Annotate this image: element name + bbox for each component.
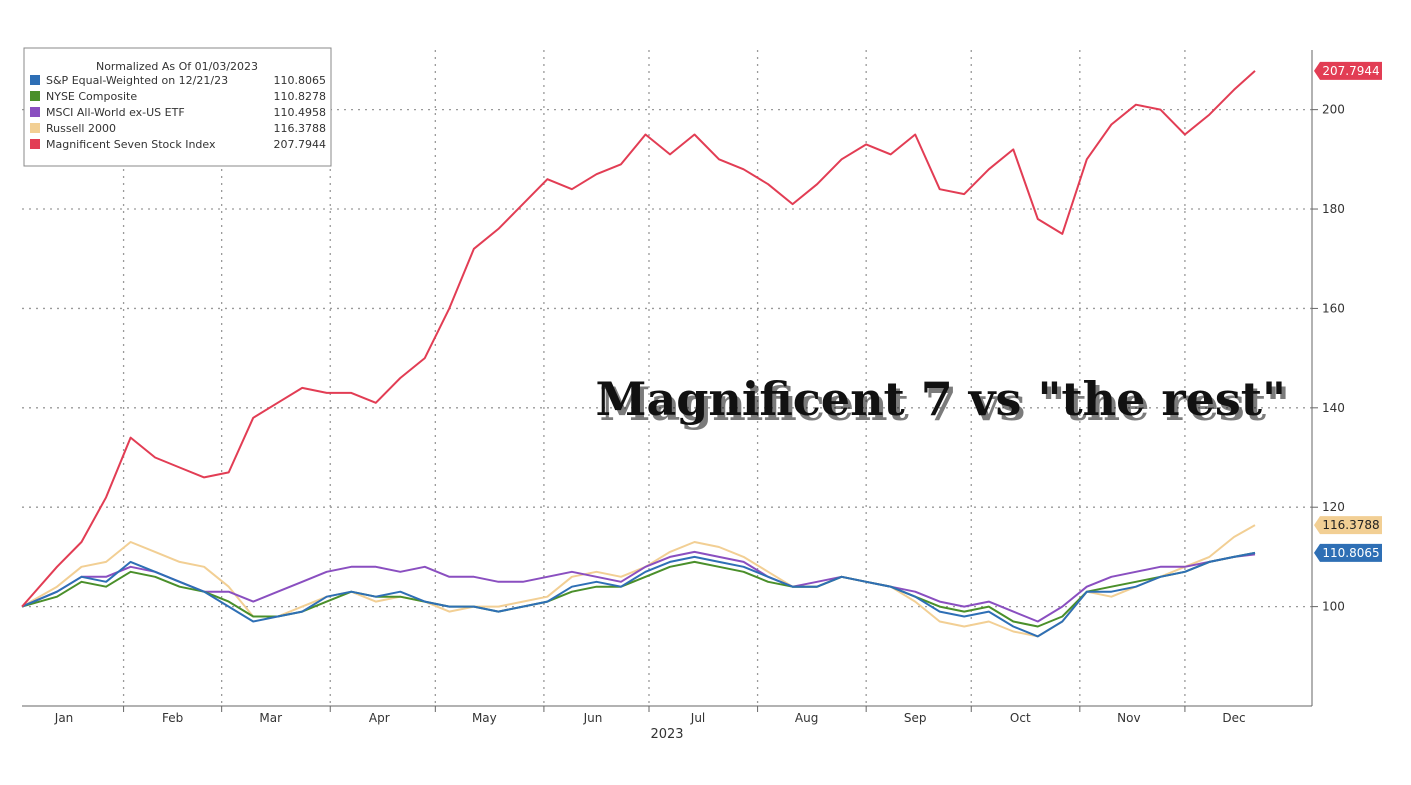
x-tick-label: Apr [369,711,390,725]
legend-swatch [30,91,40,101]
annotation-text: Magnificent 7 vs "the rest" [596,372,1286,426]
end-value-tags: 207.7944 116.3788 110.8065 [1314,61,1382,562]
legend-entry-name: NYSE Composite [46,90,137,103]
x-tick-label: Jan [54,711,74,725]
end-tag [1314,516,1382,535]
legend-items: S&P Equal-Weighted on 12/21/23 110.8065 NY… [30,74,326,151]
x-axis-year-label: 2023 [650,727,683,742]
legend-box [23,47,332,167]
x-tick-label: Jul [690,711,705,725]
y-tick-label: 140 [1322,401,1345,415]
series-line-2 [21,550,1256,623]
x-tick-label: Mar [259,711,282,725]
end-tag-value: 110.8065 [1322,546,1379,560]
legend-swatch [30,123,40,133]
y-tick-label: 100 [1322,600,1345,614]
x-tick-label: May [472,711,497,725]
x-tick-label: Aug [795,711,818,725]
legend-swatch [30,139,40,149]
legend-entry-name: Magnificent Seven Stock Index [46,138,216,151]
x-tick-label: Feb [162,711,183,725]
y-tick-label: 200 [1322,103,1345,117]
y-ticks: 100 120 140 160 180 200 [1312,103,1345,614]
legend-entry-value: 110.4958 [274,106,327,119]
y-tick-label: 160 [1322,301,1345,315]
x-tick-label: Oct [1010,711,1031,725]
y-tick-label: 120 [1322,500,1345,514]
annotation-group: Magnificent 7 vs "the rest" Magnificent … [596,372,1290,431]
legend-entry-value: 207.7944 [274,138,327,151]
legend-swatch [30,107,40,117]
end-tag [1314,543,1382,562]
end-tag-value: 116.3788 [1322,518,1379,532]
x-tick-label: Nov [1117,711,1140,725]
annotation-shadow: Magnificent 7 vs "the rest" [600,377,1290,431]
end-tag [1314,61,1382,80]
legend-entry-value: 110.8065 [274,74,327,87]
legend-title: Normalized As Of 01/03/2023 [96,60,258,73]
x-tick-label: Jun [583,711,603,725]
x-tick-label: Sep [904,711,927,725]
legend-swatch [30,75,40,85]
axes: 100 120 140 160 180 200 Jan Feb Mar Apr May Jun Jul… [22,50,1345,742]
legend-entry-value: 116.3788 [274,122,327,135]
legend: Normalized As Of 01/03/2023 S&P Equal-We… [23,47,332,167]
x-tick-label: Dec [1222,711,1245,725]
end-tag-value: 207.7944 [1322,64,1379,78]
series-line-4 [21,70,1256,608]
legend-entry-value: 110.8278 [274,90,327,103]
legend-entry-name: S&P Equal-Weighted on 12/21/23 [46,74,228,87]
series-line-0 [21,551,1256,638]
legend-entry-name: Russell 2000 [46,122,116,135]
x-ticks: Jan Feb Mar Apr May Jun Jul Aug Sep Oct Nov Dec [54,706,1246,725]
series-line-1 [21,551,1256,628]
legend-entry-name: MSCI All-World ex-US ETF [46,106,185,119]
series-lines [21,70,1256,638]
y-tick-label: 180 [1322,202,1345,216]
